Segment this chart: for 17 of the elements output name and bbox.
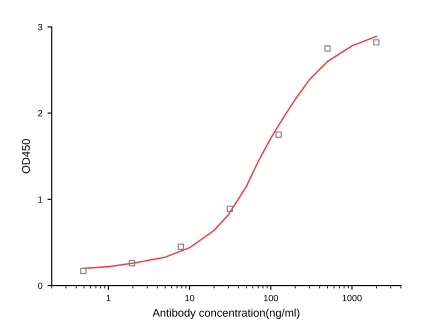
x-tick-label: 10 <box>185 294 194 302</box>
y-tick-label: 2 <box>38 110 42 116</box>
point <box>128 260 136 266</box>
y-axis-title: OD450 <box>22 139 30 174</box>
y-tick-label: 3 <box>38 24 42 30</box>
x-tick-label: 1000 <box>342 294 362 302</box>
x-tick-label: 100 <box>264 294 278 302</box>
x-axis-title: Antibody concentration(ng/ml) <box>152 308 300 319</box>
point <box>80 268 86 274</box>
point <box>324 45 331 52</box>
point <box>226 206 233 212</box>
point <box>178 244 184 250</box>
y-tick-label: 1 <box>38 196 42 203</box>
point <box>373 39 380 46</box>
x-tick-label: 1 <box>106 294 111 302</box>
y-tick-label: 0 <box>38 282 42 289</box>
point <box>276 132 282 138</box>
